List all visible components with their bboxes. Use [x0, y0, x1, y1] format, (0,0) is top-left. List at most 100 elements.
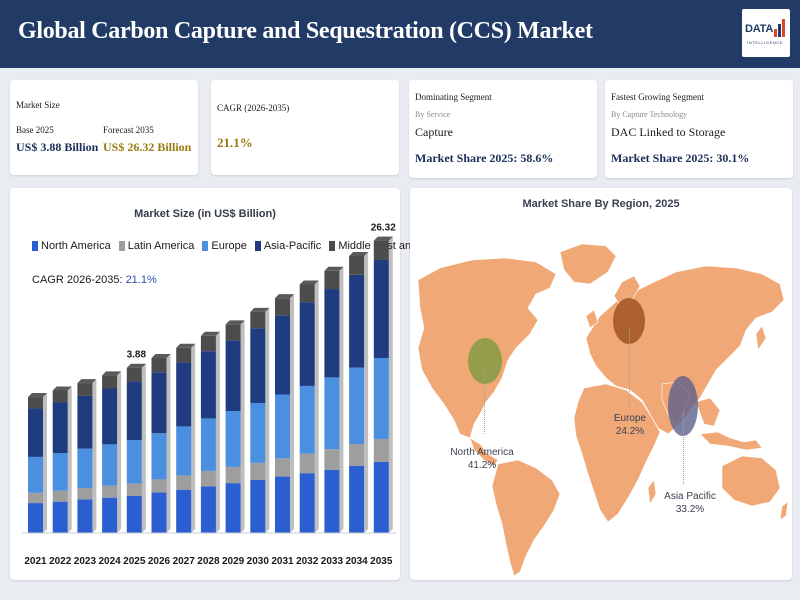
asia-pacific-label: Asia Pacific 33.2% — [656, 490, 724, 516]
bar-segment-middle-east-and-africa — [176, 347, 192, 363]
legend-label: Asia-Pacific — [263, 240, 322, 252]
central-america-shape — [469, 437, 499, 467]
bar-segment-europe — [176, 426, 192, 476]
north-america-share: 41.2% — [467, 460, 497, 471]
bar-cap — [373, 236, 393, 241]
cagr-card: CAGR (2026-2035) 21.1% — [211, 80, 399, 175]
bar-side — [364, 251, 369, 534]
logo-text: DATA — [745, 23, 774, 35]
fastest-growing-card: Fastest Growing Segment By Capture Techn… — [605, 80, 793, 178]
x-tick-label: 2023 — [74, 556, 97, 567]
bar-segment-latin-america — [102, 485, 118, 498]
bar-side — [314, 280, 319, 533]
x-tick-label: 2034 — [345, 556, 368, 567]
greenland-shape — [559, 243, 617, 285]
bar-cap — [151, 354, 171, 359]
bar-segment-asia-pacific — [126, 381, 142, 441]
fastest-heading: Fastest Growing Segment — [611, 92, 704, 102]
bar-side — [240, 320, 245, 533]
bar-segment-north-america — [349, 465, 365, 533]
market-size-heading: Market Size — [16, 100, 60, 110]
bar-side — [43, 393, 47, 533]
bar-segment-latin-america — [225, 466, 241, 484]
cagr-value: 21.1% — [217, 135, 253, 150]
x-tick-label: 2024 — [98, 556, 121, 567]
bar-segment-asia-pacific — [299, 302, 315, 386]
bar-segment-north-america — [28, 503, 43, 533]
madagascar-shape — [647, 479, 657, 505]
europe-name: Europe — [613, 413, 647, 424]
legend-item: Latin America — [118, 240, 194, 252]
x-tick-label: 2022 — [49, 556, 72, 567]
asia-pacific-name: Asia Pacific — [664, 491, 716, 502]
bar-segment-asia-pacific — [200, 351, 216, 419]
bar-segment-europe — [151, 433, 167, 480]
bar-segment-europe — [28, 456, 43, 493]
bar-segment-latin-america — [176, 475, 192, 490]
bar-segment-europe — [373, 358, 389, 439]
bar-segment-middle-east-and-africa — [373, 240, 389, 260]
bar-segment-middle-east-and-africa — [200, 335, 216, 352]
bar-segment-latin-america — [349, 444, 365, 466]
north-america-name: North America — [450, 447, 514, 458]
stacked-bar-chart: 2021 2022 2023 2024 2025 3.88 2026 2027 2028 2029… — [22, 223, 396, 567]
bar-segment-latin-america — [200, 470, 216, 487]
bar-segment-asia-pacific — [225, 340, 241, 412]
bar-segment-asia-pacific — [250, 328, 266, 404]
bar-segment-north-america — [324, 469, 340, 533]
bar-cap — [28, 393, 47, 398]
cagr-annotation: CAGR 2026-2035: 21.1% — [32, 274, 157, 286]
bar-data-label: 26.32 — [371, 223, 396, 234]
south-america-shape — [491, 459, 561, 577]
bar-segment-latin-america — [77, 487, 93, 500]
bar-cap — [324, 266, 344, 271]
bar-cap — [77, 379, 97, 384]
bar-cap — [349, 251, 369, 256]
logo-bars-icon — [774, 19, 786, 37]
market-size-chart-card: Market Size (in US$ Billion) North Ameri… — [10, 188, 448, 580]
bar-segment-asia-pacific — [52, 402, 68, 454]
bar-side — [141, 363, 146, 533]
legend-label: North America — [41, 240, 111, 252]
dominating-heading: Dominating Segment — [415, 92, 492, 102]
bar-chart-title: Market Size (in US$ Billion) — [134, 208, 276, 220]
japan-shape — [755, 325, 767, 351]
cagr-annotation-label: CAGR 2026-2035: — [32, 274, 123, 286]
bar-segment-asia-pacific — [373, 259, 389, 359]
bar-side — [388, 236, 393, 533]
bar-segment-latin-america — [275, 458, 290, 477]
x-tick-label: 2032 — [296, 556, 319, 567]
bar-segment-middle-east-and-africa — [349, 255, 365, 275]
bar-segment-middle-east-and-africa — [151, 358, 167, 373]
bar-segment-asia-pacific — [275, 315, 290, 395]
bar-cap — [225, 320, 245, 325]
bar-segment-asia-pacific — [102, 388, 118, 445]
x-tick-label: 2031 — [271, 556, 294, 567]
bar-segment-europe — [52, 453, 68, 491]
legend-item: Europe — [202, 240, 247, 252]
bar-side — [290, 294, 294, 533]
north-america-bubble — [468, 338, 502, 384]
bar-segment-latin-america — [324, 449, 340, 470]
legend-label: Europe — [211, 240, 247, 252]
bar-segment-europe — [299, 385, 315, 454]
bar-side — [92, 379, 97, 533]
bar-segment-middle-east-and-africa — [225, 324, 241, 341]
x-tick-label: 2027 — [173, 556, 196, 567]
bar-segment-north-america — [77, 499, 93, 533]
bar-segment-north-america — [225, 483, 241, 533]
bar-segment-europe — [200, 418, 216, 471]
bar-segment-europe — [349, 367, 365, 445]
new-zealand-shape — [779, 501, 789, 521]
dominating-share: Market Share 2025: 58.6% — [415, 151, 554, 165]
bar-side — [265, 307, 270, 533]
bar-segment-north-america — [151, 492, 167, 533]
bar-data-label: 3.88 — [127, 350, 147, 361]
bar-segment-asia-pacific — [28, 408, 43, 457]
australia-shape — [721, 455, 781, 507]
southeast-asia-shape — [695, 397, 721, 427]
bar-segment-north-america — [275, 476, 290, 533]
bar-segment-europe — [275, 394, 290, 459]
world-map — [417, 243, 789, 577]
cagr-annotation-value: 21.1% — [125, 274, 157, 286]
